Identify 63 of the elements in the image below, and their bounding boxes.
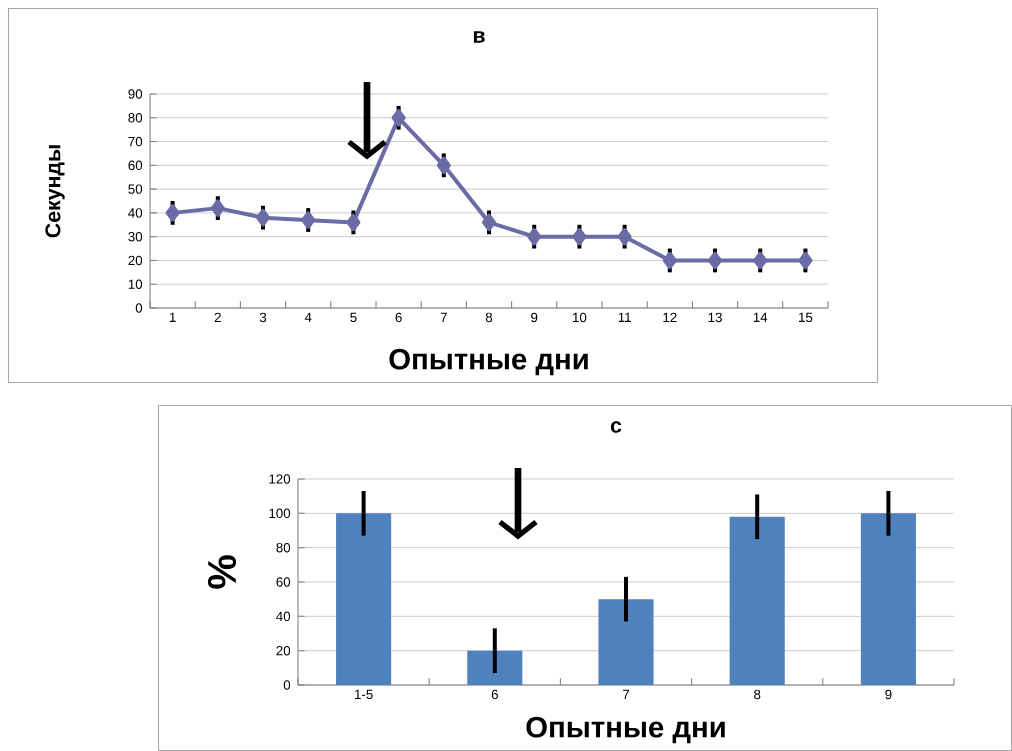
- y-tick-label: 60: [128, 160, 143, 171]
- chart-title: с: [610, 421, 622, 433]
- chart-title: в: [473, 31, 485, 43]
- x-tick-label: 9: [531, 312, 538, 323]
- point: [572, 227, 587, 246]
- point: [482, 213, 497, 232]
- x-tick-label: 12: [663, 312, 677, 323]
- x-axis-title: Опытные дни: [526, 716, 725, 744]
- bar: [336, 513, 392, 685]
- y-axis-title: Секунды: [45, 145, 65, 238]
- bar: [467, 650, 523, 685]
- x-tick-label: 1-5: [355, 689, 373, 700]
- y-tick-label: 0: [135, 303, 143, 313]
- x-tick-label: 2: [214, 312, 221, 323]
- point: [301, 211, 316, 229]
- x-tick-label: 6: [491, 689, 498, 700]
- point: [436, 156, 451, 174]
- x-axis-title: Опытные дни: [389, 348, 588, 376]
- y-axis-title: %: [207, 555, 237, 589]
- x-tick-label: 10: [573, 312, 587, 323]
- x-tick-label: 7: [622, 689, 630, 699]
- point: [753, 251, 768, 270]
- x-tick-label: 8: [754, 689, 761, 700]
- point: [617, 227, 632, 246]
- point: [256, 208, 271, 227]
- x-tick-label: 8: [485, 312, 493, 323]
- x-tick-label: 1: [169, 312, 176, 322]
- x-tick-label: 9: [885, 689, 892, 700]
- point: [527, 227, 542, 246]
- x-tick-label: 5: [350, 312, 357, 322]
- x-tick-label: 7: [440, 312, 447, 322]
- y-tick-label: 20: [128, 255, 143, 266]
- x-tick-label: 3: [259, 312, 267, 323]
- x-tick-label: 6: [395, 312, 402, 323]
- bar: [598, 599, 654, 685]
- point: [210, 199, 225, 217]
- y-tick-label: 70: [128, 136, 143, 147]
- point: [708, 251, 723, 270]
- bar: [860, 513, 916, 685]
- point: [165, 204, 180, 222]
- x-tick-label: 14: [753, 312, 768, 322]
- y-tick-label: 30: [128, 231, 143, 242]
- x-tick-label: 4: [304, 312, 312, 322]
- x-tick-label: 15: [799, 312, 813, 322]
- bar: [729, 516, 785, 685]
- point: [662, 251, 677, 270]
- y-tick-label: 50: [128, 184, 143, 194]
- y-tick-label: 90: [128, 89, 143, 99]
- y-tick-label: 80: [276, 542, 291, 553]
- y-tick-label: 80: [128, 113, 143, 123]
- y-tick-label: 100: [269, 508, 291, 519]
- x-tick-label: 11: [618, 312, 631, 322]
- y-tick-label: 20: [276, 645, 291, 656]
- y-tick-label: 40: [128, 208, 143, 218]
- point: [391, 109, 406, 127]
- y-tick-label: 10: [128, 279, 143, 289]
- x-tick-label: 13: [708, 312, 722, 323]
- y-tick-label: 40: [276, 611, 291, 622]
- point: [346, 213, 361, 232]
- y-tick-label: 120: [269, 474, 291, 484]
- point: [798, 251, 813, 270]
- y-tick-label: 0: [283, 680, 291, 690]
- y-tick-label: 60: [276, 577, 291, 587]
